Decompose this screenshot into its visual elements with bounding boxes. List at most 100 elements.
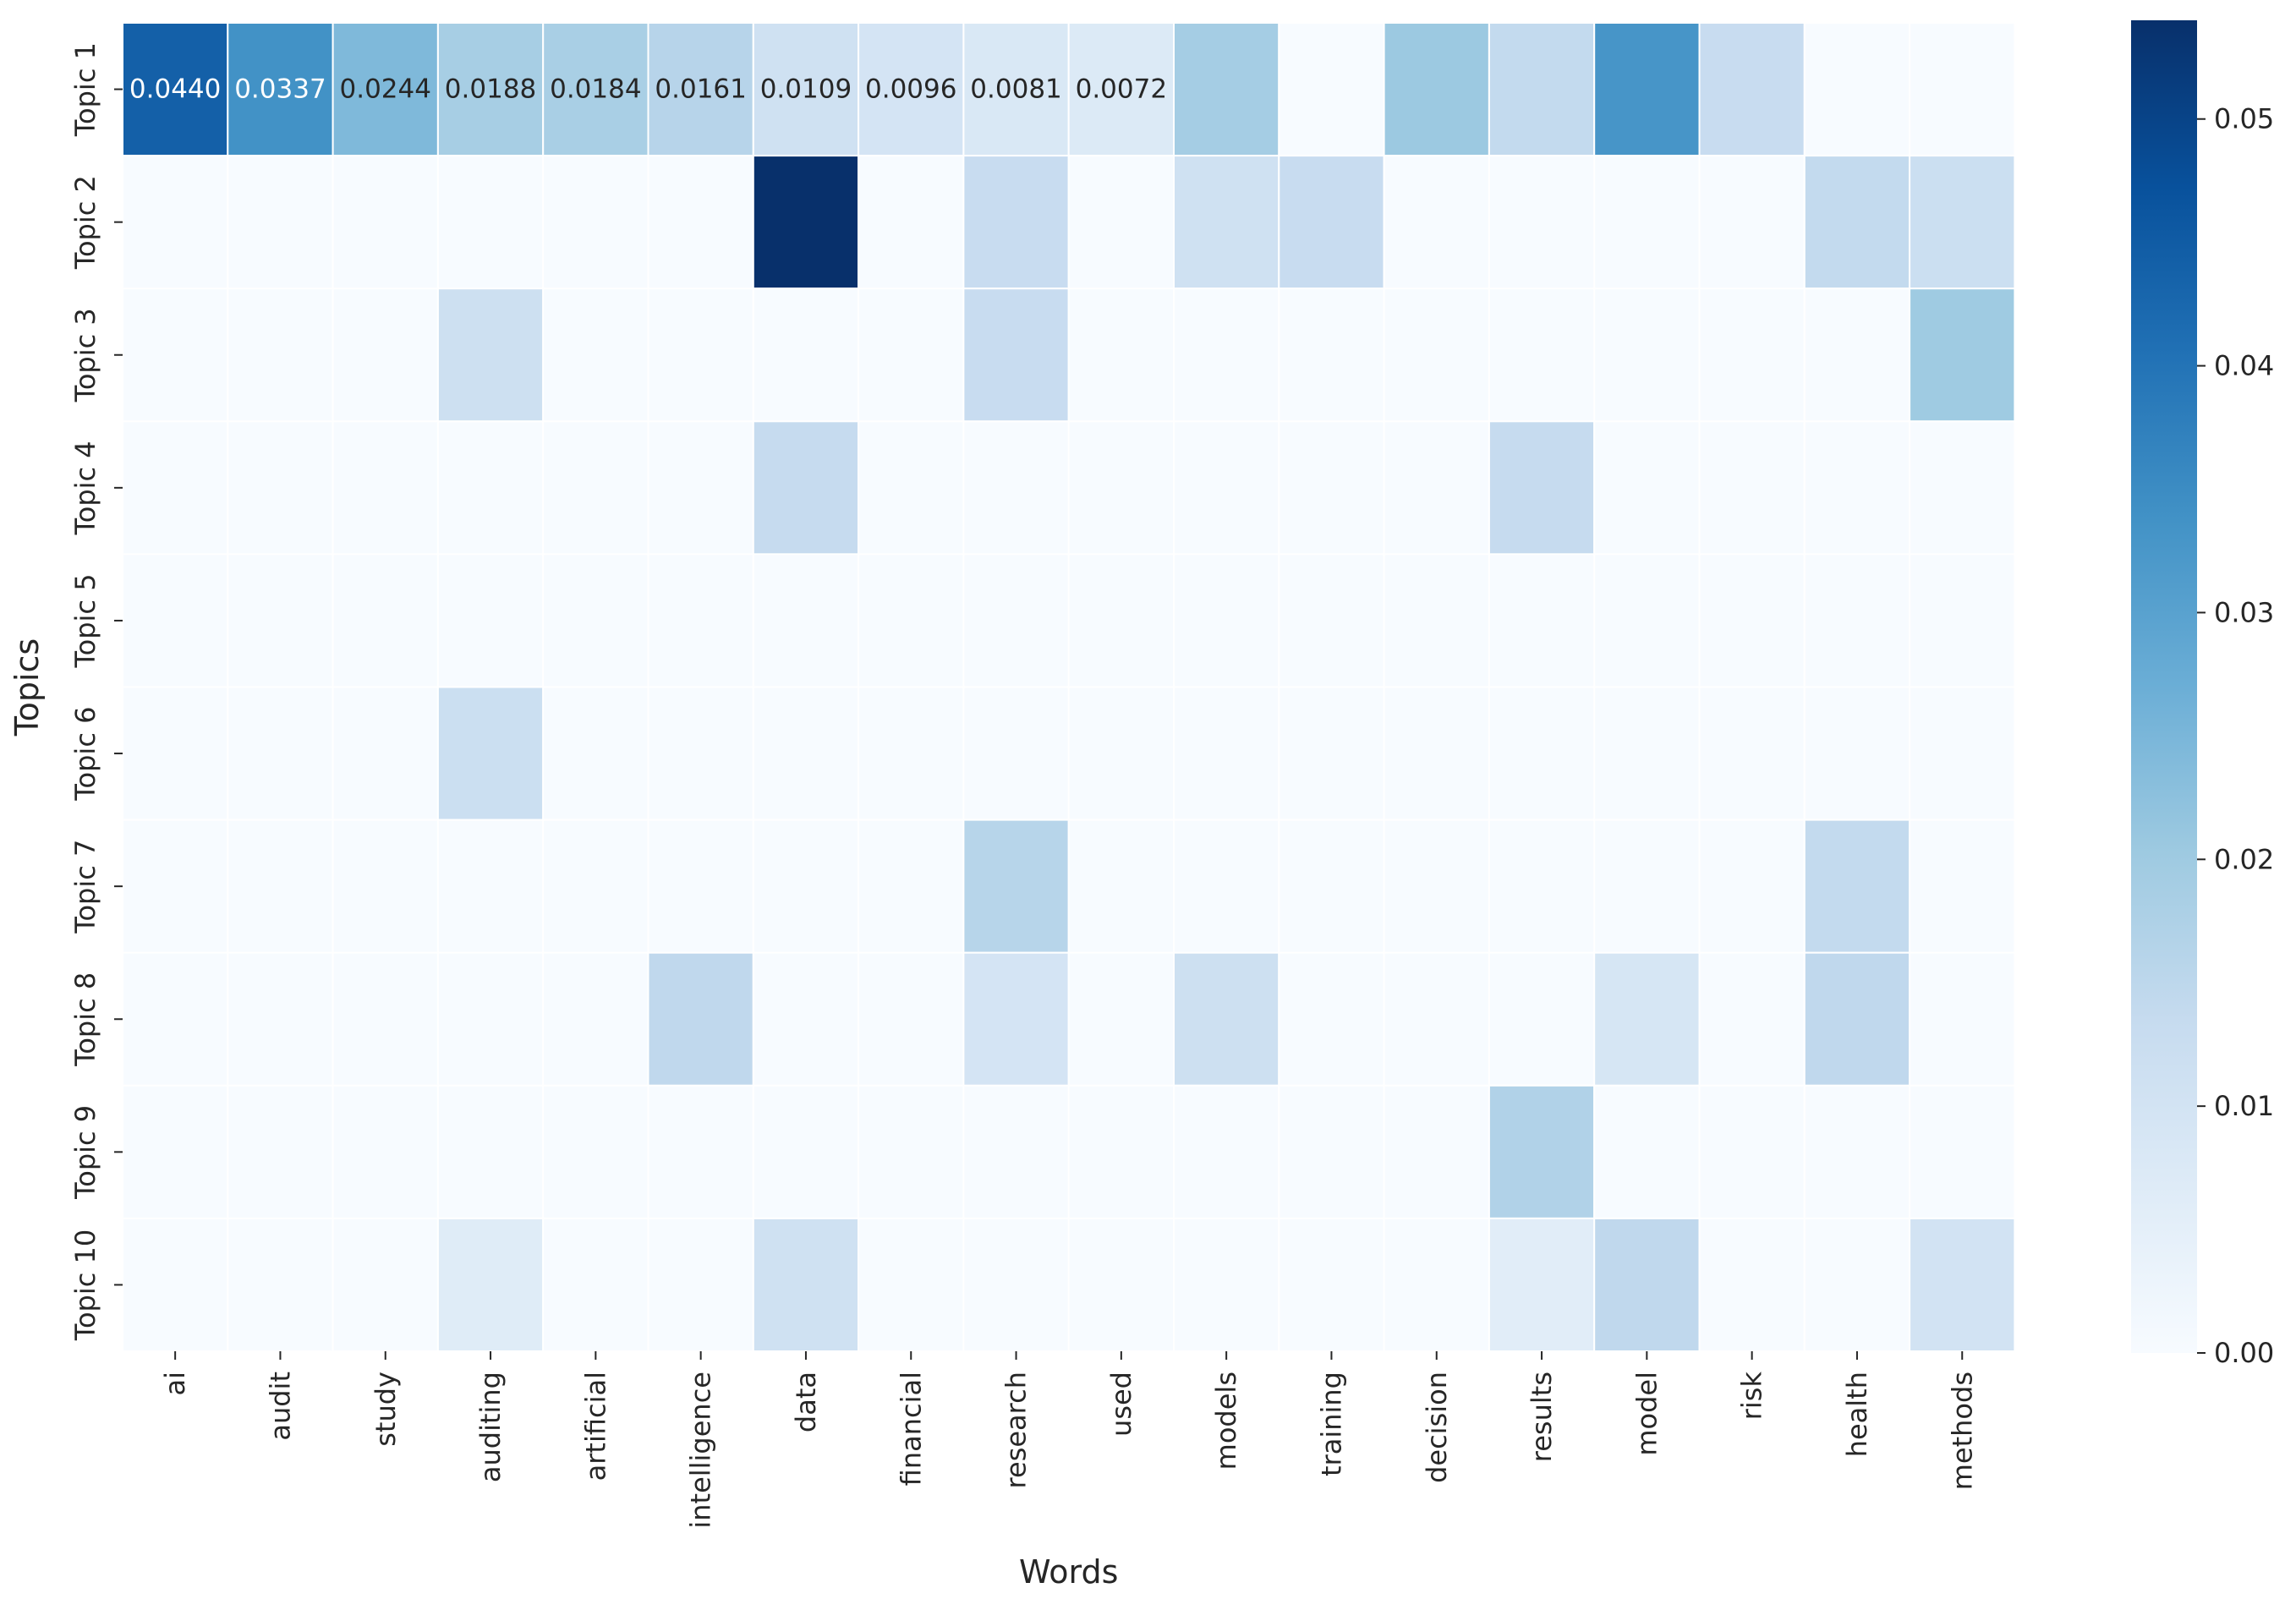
heatmap-cell <box>542 420 649 556</box>
heatmap-cell <box>227 819 334 954</box>
heatmap-cell <box>752 553 860 688</box>
heatmap-cell <box>1698 1217 1806 1353</box>
heatmap-cell <box>1803 1217 1911 1353</box>
y-axis-ticks: Topic 1 Topic 2 Topic 3 Topic 4 Topic 5 Topic… <box>69 42 123 1341</box>
heatmap-cell <box>227 1084 334 1219</box>
heatmap-cell <box>332 420 439 556</box>
cell-annotation: 0.0109 <box>760 74 852 105</box>
x-tick-label: risk <box>1736 1372 1768 1421</box>
heatmap-cell <box>122 420 229 556</box>
heatmap-cell <box>1278 155 1385 290</box>
heatmap-cell <box>962 553 1070 688</box>
heatmap-cell <box>1067 155 1175 290</box>
heatmap-cell <box>436 686 545 821</box>
heatmap-cell <box>1173 1084 1280 1219</box>
heatmap-cell <box>647 288 754 423</box>
cell-annotation: 0.0081 <box>970 74 1061 105</box>
x-tick-label: data <box>790 1372 822 1432</box>
heatmap-cell <box>1698 686 1806 821</box>
heatmap-cell <box>1909 22 2016 157</box>
heatmap-cell <box>227 420 334 556</box>
heatmap-cell <box>436 155 545 290</box>
cell-annotation: 0.0096 <box>865 74 956 105</box>
heatmap-cell <box>1383 22 1490 157</box>
heatmap-cell <box>1278 1217 1385 1353</box>
colorbar-tick-label: 0.04 <box>2214 350 2274 382</box>
heatmap-cell <box>227 1217 334 1353</box>
heatmap-cell <box>858 553 965 688</box>
heatmap-cell <box>1383 553 1490 688</box>
heatmap-cell <box>1383 420 1490 556</box>
heatmap-cell <box>1803 1084 1911 1219</box>
cell-annotation: 0.0188 <box>445 74 536 105</box>
heatmap-cell <box>122 553 229 688</box>
heatmap-cell <box>1698 553 1806 688</box>
heatmap-cell <box>1173 155 1280 290</box>
heatmap-cell <box>1278 951 1385 1087</box>
heatmap-cell <box>332 1084 439 1219</box>
y-axis-label: Topics <box>8 638 46 737</box>
heatmap-cell <box>1593 420 1701 556</box>
heatmap-cell <box>122 686 229 821</box>
x-tick-label: study <box>370 1372 402 1447</box>
heatmap-cell <box>1488 420 1596 556</box>
heatmap-cell <box>1067 951 1175 1087</box>
heatmap-cell <box>962 1084 1070 1219</box>
x-tick-label: health <box>1841 1372 1873 1457</box>
heatmap-cell <box>1278 819 1385 954</box>
heatmap-cell <box>647 686 754 821</box>
heatmap-cell <box>227 22 334 157</box>
x-tick-label: used <box>1105 1372 1137 1437</box>
heatmap-cell <box>1278 288 1385 423</box>
heatmap-cell <box>1383 819 1490 954</box>
y-tick-label: Topic 1 <box>69 42 101 137</box>
y-tick-label: Topic 6 <box>69 707 101 802</box>
x-tick-label: intelligence <box>685 1372 717 1529</box>
heatmap-cell <box>332 951 439 1087</box>
heatmap-cell <box>962 420 1070 556</box>
heatmap-cell <box>1593 22 1701 157</box>
heatmap-cell <box>1698 951 1806 1087</box>
x-tick-label: ai <box>159 1372 191 1396</box>
heatmap-cell <box>436 1084 545 1219</box>
heatmap-cell <box>1278 1084 1385 1219</box>
colorbar-tick-label: 0.01 <box>2214 1090 2274 1122</box>
heatmap-cell <box>1067 22 1175 157</box>
heatmap-cell <box>1067 686 1175 821</box>
heatmap-cell <box>647 553 754 688</box>
heatmap-cell <box>436 288 545 423</box>
cell-annotation: 0.0440 <box>129 74 221 105</box>
heatmap-cell <box>1173 420 1280 556</box>
heatmap-cell <box>1593 1217 1701 1353</box>
cell-annotation: 0.0161 <box>655 74 746 105</box>
heatmap-cell <box>122 1084 229 1219</box>
heatmap-cell <box>542 155 649 290</box>
heatmap-cell <box>1173 553 1280 688</box>
heatmap-cell <box>1173 22 1280 157</box>
heatmap-cell <box>542 686 649 821</box>
heatmap-cell <box>1909 819 2016 954</box>
heatmap-cell <box>542 288 649 423</box>
x-tick-label: auditing <box>474 1372 507 1482</box>
heatmap-cell <box>542 1217 649 1353</box>
heatmap-cell <box>858 686 965 821</box>
heatmap-cells <box>122 22 2016 1353</box>
heatmap-cell <box>1278 22 1385 157</box>
heatmap-cell <box>752 686 860 821</box>
heatmap-cell <box>1173 288 1280 423</box>
heatmap-cell <box>1383 288 1490 423</box>
x-tick-label: audit <box>264 1372 296 1441</box>
x-tick-label: research <box>1000 1372 1033 1488</box>
heatmap-cell <box>1067 288 1175 423</box>
heatmap-cell <box>1488 1217 1596 1353</box>
heatmap-cell <box>332 553 439 688</box>
colorbar-tick-label: 0.00 <box>2214 1337 2274 1369</box>
heatmap-cell <box>332 155 439 290</box>
heatmap-cell <box>1383 155 1490 290</box>
heatmap-cell <box>1803 420 1911 556</box>
heatmap-cell <box>1909 420 2016 556</box>
heatmap-cell <box>436 420 545 556</box>
heatmap-cell <box>122 1217 229 1353</box>
cell-annotation: 0.0244 <box>340 74 431 105</box>
